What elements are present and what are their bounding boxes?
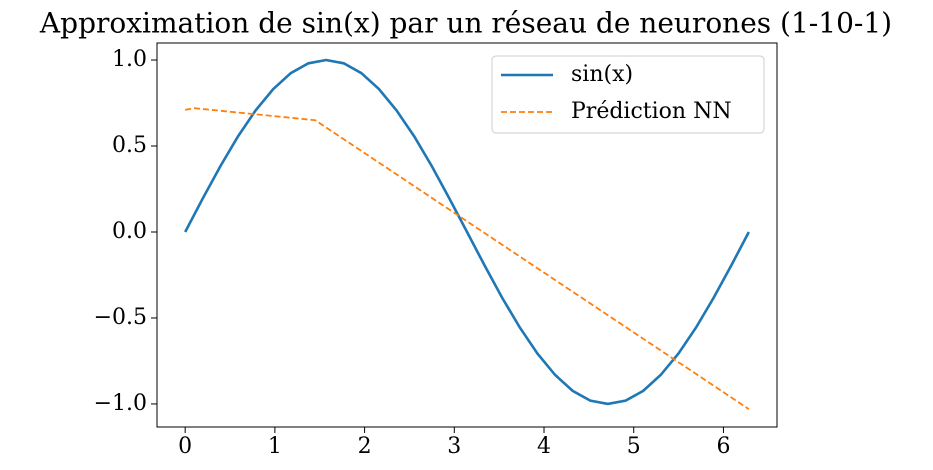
legend-box — [491, 55, 765, 134]
x-tick-label: 6 — [716, 434, 730, 459]
y-tick-label: 0.0 — [112, 219, 147, 244]
x-tick-label: 2 — [358, 434, 372, 459]
x-tick-label: 1 — [268, 434, 282, 459]
series-line — [185, 107, 750, 410]
chart-title: Approximation de sin(x) par un réseau de… — [39, 7, 892, 40]
y-tick-label: −1.0 — [94, 391, 147, 416]
x-tick-label: 3 — [447, 434, 461, 459]
x-tick-label: 0 — [178, 434, 192, 459]
axes-frame — [156, 42, 778, 428]
y-tick-label: −0.5 — [94, 305, 147, 330]
series-line — [184, 58, 750, 406]
legend-label: Prédiction NN — [571, 99, 732, 124]
x-tick-label: 5 — [627, 434, 641, 459]
legend-label: sin(x) — [571, 62, 633, 87]
y-tick-label: 1.0 — [112, 47, 147, 72]
x-tick-label: 4 — [537, 434, 551, 459]
y-tick-label: 0.5 — [112, 133, 147, 158]
